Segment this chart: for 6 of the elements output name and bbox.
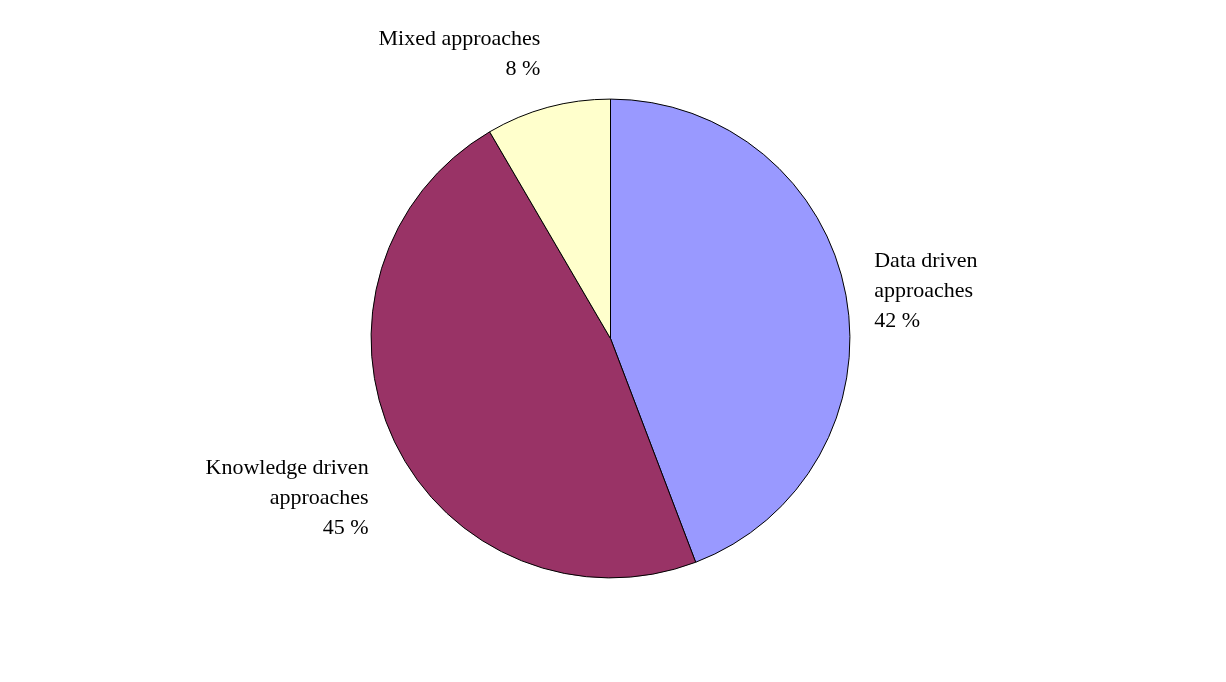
data-label: 45 %	[322, 514, 369, 540]
data-label: 42 %	[874, 307, 921, 333]
data-label: 8 %	[505, 54, 541, 80]
slice-label: Knowledge driven approaches	[205, 454, 369, 510]
slice-label: Data driven approaches	[874, 247, 978, 303]
slice-label: Mixed approaches	[378, 24, 541, 50]
